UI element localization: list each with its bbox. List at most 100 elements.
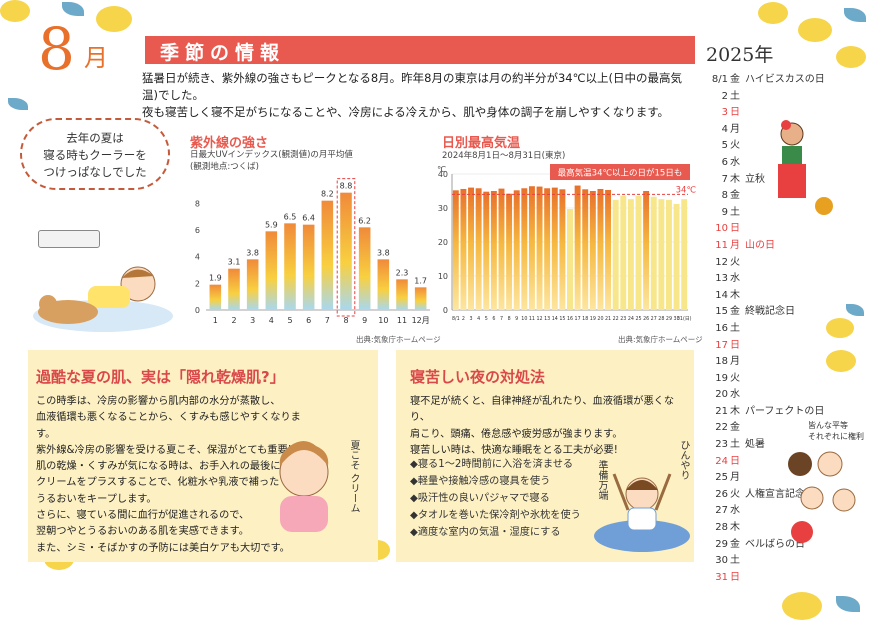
skin-line: 肌の乾燥・くすみが気になる時は、お手入れの最後に — [36, 461, 281, 473]
temp-bar — [574, 185, 581, 310]
uv-y-tick: 0 — [195, 306, 200, 315]
calendar-date: 31 — [715, 571, 728, 583]
uv-bar — [321, 200, 334, 310]
temp-x-tick: 31(日) — [677, 316, 692, 322]
calendar-weekday: 木 — [730, 173, 740, 185]
uv-bar — [265, 231, 278, 310]
lemon-decoration — [826, 350, 856, 372]
temp-x-tick: 8/1 — [452, 316, 460, 322]
temp-x-tick: 18 — [582, 316, 588, 322]
temp-bar — [528, 186, 535, 310]
calendar-date: 16 — [715, 322, 728, 334]
temp-x-tick: 16 — [567, 316, 573, 322]
leaf-decoration — [836, 596, 860, 612]
intro-line: 猛暑日が続き、紫外線の強さもピークとなる8月。昨年8月の東京は月の約半分が34℃… — [142, 71, 683, 85]
calendar-date: 26 — [715, 488, 728, 500]
calendar-day: 30 土 — [706, 551, 806, 568]
uv-data-label: 3.1 — [228, 258, 241, 267]
calendar-weekday: 月 — [730, 239, 740, 251]
calendar-weekday: 日 — [730, 107, 740, 119]
temp-y-tick: 30 — [438, 204, 448, 213]
calendar-day: 20 水 — [706, 385, 806, 402]
temp-x-tick: 6 — [492, 316, 495, 322]
calendar-weekday: 火 — [730, 256, 740, 268]
uv-bar — [209, 284, 222, 310]
calendar-day: 15 金終戦記念日 — [706, 302, 806, 319]
temp-x-tick: 12 — [536, 316, 542, 322]
lemon-decoration — [836, 46, 866, 68]
lemon-decoration — [0, 0, 30, 22]
uv-data-label: 6.4 — [302, 214, 315, 223]
calendar-day: 12 火 — [706, 253, 806, 270]
calendar-date: 8/1 — [711, 74, 728, 85]
hula-dancer-illustration — [778, 120, 833, 215]
calendar-list: 8/1 金ハイビスカスの日 2 土 3 日 4 月 5 火 6 水 7 木立秋 8 金 9 土 10 日 11 月山の日 1… — [706, 70, 825, 584]
calendar-weekday: 金 — [730, 538, 740, 550]
uv-y-tick: 6 — [195, 226, 200, 235]
calendar-weekday: 金 — [730, 306, 740, 318]
calendar-event: ハイビスカスの日 — [745, 74, 825, 85]
temp-x-tick: 19 — [590, 316, 596, 322]
temp-x-tick: 10 — [521, 316, 527, 322]
speech-bubble: 去年の夏は 寝る時もクーラーを つけっぱなしでした — [20, 118, 170, 190]
temp-x-tick: 24 — [628, 316, 634, 322]
calendar-date: 22 — [715, 422, 728, 434]
uv-bar — [246, 259, 259, 310]
uv-data-label: 1.9 — [209, 274, 222, 283]
temp-x-tick: 7 — [500, 316, 503, 322]
children-illustration — [788, 451, 856, 543]
calendar-weekday: 木 — [730, 405, 740, 417]
calendar-weekday: 日 — [730, 455, 740, 467]
calendar-weekday: 火 — [730, 140, 740, 152]
calendar-date: 21 — [715, 405, 728, 417]
uv-x-tick: 7 — [325, 316, 330, 325]
temp-bar — [475, 188, 482, 310]
calendar-day: 28 木 — [706, 518, 806, 535]
calendar-date: 18 — [715, 356, 728, 368]
calendar-event: ベルばらの日 — [745, 538, 805, 550]
calendar-weekday: 日 — [730, 339, 740, 351]
calendar-weekday: 土 — [730, 322, 740, 334]
calendar-event: 人権宣言記念日 — [745, 488, 815, 500]
skin-care-body: この時季は、冷房の影響から肌内部の水分が蒸散し、 血液循環も悪くなることから、く… — [36, 394, 311, 557]
calendar-date: 25 — [715, 472, 728, 484]
temp-x-tick: 28 — [658, 316, 664, 322]
calendar-date: 29 — [715, 538, 728, 550]
uv-chart-sub1: 日最大UVインデックス(観測値)の月平均値 — [190, 150, 353, 160]
calendar-weekday: 月 — [730, 356, 740, 368]
temp-bar — [536, 186, 543, 310]
uv-chart-title: 紫外線の強さ — [190, 136, 269, 151]
calendar-date: 27 — [715, 505, 728, 517]
calendar-date: 5 — [721, 140, 728, 152]
skin-line: 紫外線&冷房の影響を受ける夏こそ、保湿がとても重要! — [36, 444, 292, 456]
ready-note: 準備万端 — [596, 460, 607, 500]
calendar-day: 10 日 — [706, 219, 806, 236]
cream-note: 夏こそ クリーム — [346, 440, 360, 513]
calendar-event: 終戦記念日 — [745, 306, 795, 318]
calendar-date: 9 — [721, 206, 728, 218]
uv-bar — [284, 223, 296, 310]
skin-line: うるおいをキープします。 — [36, 493, 157, 505]
skin-line: この時季は、冷房の影響から肌内部の水分が蒸散し、 — [36, 396, 281, 407]
skin-line: また、シミ・そばかすの予防には美白ケアも大切です。 — [36, 542, 290, 554]
temp-bar — [452, 190, 459, 310]
uv-x-tick: 2 — [231, 316, 236, 325]
calendar-date: 12 — [715, 256, 728, 268]
temp-bar — [521, 188, 528, 310]
uv-data-label: 3.8 — [246, 248, 259, 257]
calendar-day: 8/1 金ハイビスカスの日 — [706, 70, 825, 87]
uv-x-tick: 9 — [362, 316, 367, 325]
uv-x-tick: 12月 — [412, 316, 430, 325]
calendar-day: 16 土 — [706, 319, 806, 336]
uv-data-label: 5.9 — [265, 220, 278, 229]
uv-highlight-box — [336, 178, 356, 317]
uv-data-label: 8.8 — [340, 182, 353, 191]
calendar-weekday: 水 — [730, 505, 740, 517]
temp-bar — [605, 189, 612, 310]
skin-line: 翌朝つやとうるおいのある肌を実感できます。 — [36, 526, 249, 538]
calendar-date: 2 — [721, 90, 728, 102]
temp-callout-box — [550, 164, 690, 180]
